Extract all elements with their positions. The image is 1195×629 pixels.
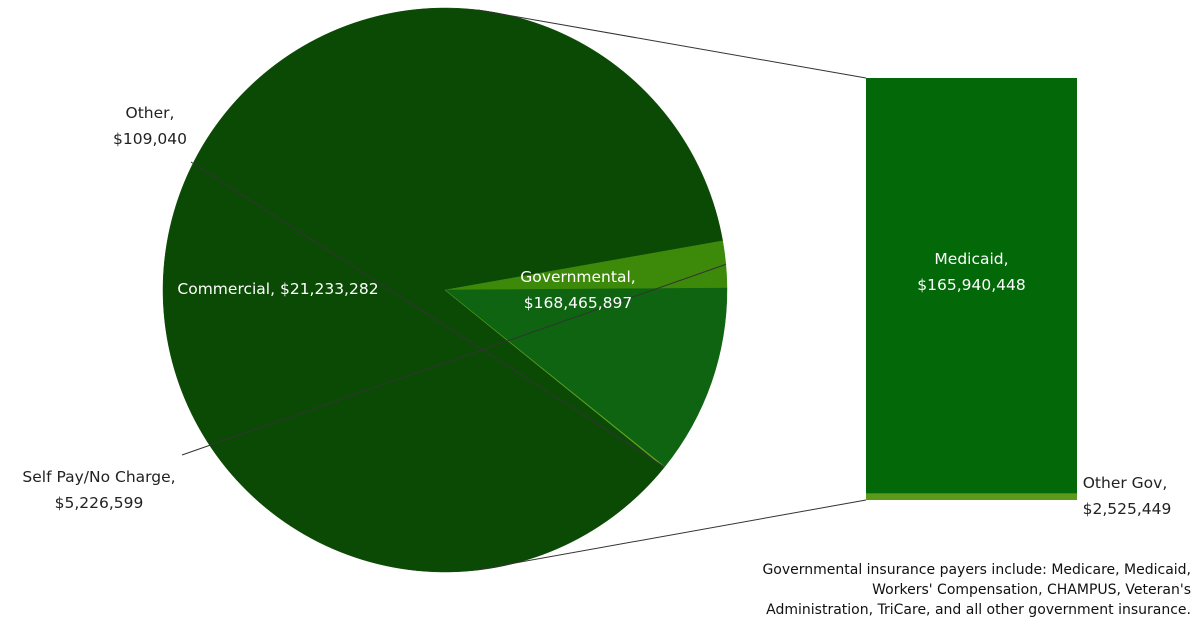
pie-slice-commercial xyxy=(444,287,728,468)
label-other-gov-name: Other Gov, xyxy=(1083,474,1168,492)
leader-line-other xyxy=(190,161,665,468)
leader-lines xyxy=(181,161,726,468)
label-commercial: Commercial, $21,233,282 xyxy=(177,280,378,298)
label-other-value: $109,040 xyxy=(113,130,187,148)
pie-slice-governmental xyxy=(162,7,723,573)
connector-lines xyxy=(475,9,867,571)
label-medicaid-name: Medicaid, xyxy=(934,250,1008,268)
connector-line-top xyxy=(477,9,867,79)
stacked-bar xyxy=(866,78,1077,500)
label-self-pay-value: $5,226,599 xyxy=(55,494,144,512)
bar-segment-medicaid xyxy=(866,78,1077,494)
pie xyxy=(162,7,728,573)
footnote: Governmental insurance payers include: M… xyxy=(631,560,1191,620)
label-other-name: Other, xyxy=(126,104,175,122)
label-governmental-value: $168,465,897 xyxy=(524,294,632,312)
footnote-line: Administration, TriCare, and all other g… xyxy=(766,602,1191,618)
label-other-gov-value: $2,525,449 xyxy=(1083,500,1172,518)
bar-segment-other-gov xyxy=(866,493,1077,500)
label-self-pay-name: Self Pay/No Charge, xyxy=(22,468,175,486)
footnote-line: Governmental insurance payers include: M… xyxy=(762,562,1191,578)
leader-line-self-pay xyxy=(181,263,726,456)
label-medicaid-value: $165,940,448 xyxy=(917,276,1025,294)
label-governmental-name: Governmental, xyxy=(520,268,635,286)
connector-line-bottom xyxy=(475,499,867,571)
footnote-line: Workers' Compensation, CHAMPUS, Veteran'… xyxy=(872,582,1191,598)
